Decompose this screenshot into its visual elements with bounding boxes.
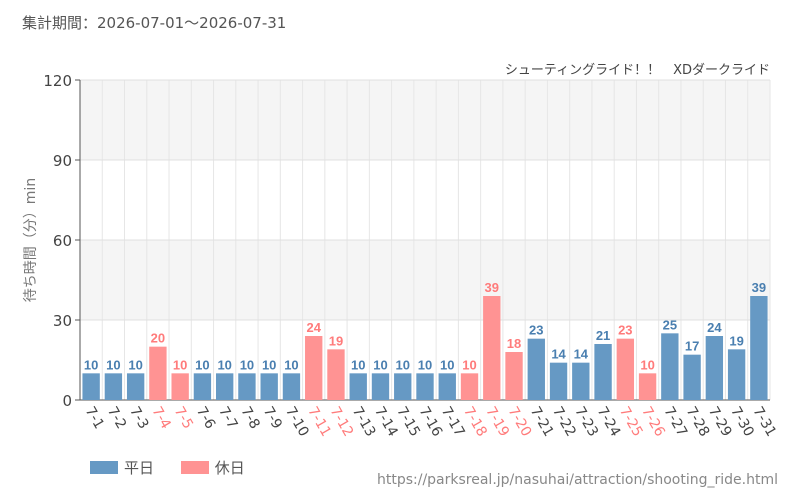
- bar-7-9[interactable]: [260, 373, 278, 400]
- legend-label-weekday: 平日: [124, 459, 155, 477]
- bar-7-15[interactable]: [394, 373, 412, 400]
- x-tick-label-7-1: 7-1: [82, 404, 107, 432]
- data-label-7-5: 10: [173, 357, 187, 372]
- x-tick-label-7-4: 7-4: [148, 404, 173, 432]
- y-tick-label: 120: [43, 72, 72, 90]
- period-label: 集計期間：2026-07-01～2026-07-31: [22, 14, 287, 32]
- data-label-7-3: 10: [128, 357, 142, 372]
- bar-7-1[interactable]: [82, 373, 100, 400]
- data-label-7-31: 39: [752, 280, 766, 295]
- bar-7-3[interactable]: [126, 373, 145, 400]
- source-url: https://parksreal.jp/nasuhai/attraction/…: [376, 472, 778, 488]
- data-label-7-24: 21: [596, 328, 610, 343]
- data-label-7-23: 14: [574, 347, 589, 362]
- data-label-7-30: 19: [729, 333, 743, 348]
- bar-7-14[interactable]: [371, 373, 390, 400]
- x-tick-label-7-5: 7-5: [171, 404, 196, 432]
- bar-7-23[interactable]: [572, 362, 590, 400]
- legend-swatch-holiday: [180, 461, 209, 474]
- bar-7-18[interactable]: [460, 373, 479, 400]
- x-tick-label-7-3: 7-3: [126, 404, 151, 432]
- x-tick-label-7-9: 7-9: [260, 404, 285, 432]
- data-label-7-17: 10: [440, 357, 454, 372]
- data-label-7-9: 10: [262, 357, 276, 372]
- bar-7-24[interactable]: [594, 344, 612, 400]
- x-tick-label-7-7: 7-7: [215, 404, 240, 432]
- data-label-7-16: 10: [418, 357, 432, 372]
- x-tick-label-7-6: 7-6: [193, 404, 218, 432]
- legend-label-holiday: 休日: [214, 459, 245, 477]
- bar-7-12[interactable]: [327, 349, 345, 400]
- data-label-7-26: 10: [640, 357, 654, 372]
- data-label-7-12: 19: [329, 333, 343, 348]
- y-tick-label: 60: [53, 232, 72, 250]
- bar-7-2[interactable]: [104, 373, 123, 400]
- bar-7-27[interactable]: [661, 333, 679, 400]
- plot-band-1: [80, 240, 770, 320]
- data-label-7-25: 23: [618, 323, 632, 338]
- data-label-7-22: 14: [551, 347, 566, 362]
- bar-7-6[interactable]: [193, 373, 212, 400]
- bar-7-26[interactable]: [638, 373, 657, 400]
- y-tick-label: 90: [53, 152, 72, 170]
- legend-item-holiday[interactable]: 休日: [180, 457, 245, 478]
- bar-7-4[interactable]: [149, 346, 167, 400]
- bar-7-13[interactable]: [349, 373, 367, 400]
- legend-item-weekday[interactable]: 平日: [90, 457, 154, 478]
- data-label-7-20: 18: [507, 336, 521, 351]
- x-tick-label-7-8: 7-8: [237, 404, 262, 432]
- data-label-7-14: 10: [373, 357, 387, 372]
- x-tick-label-7-2: 7-2: [104, 404, 129, 432]
- bar-7-10[interactable]: [282, 373, 301, 400]
- data-label-7-11: 24: [306, 320, 321, 335]
- data-label-7-6: 10: [195, 357, 209, 372]
- y-axis-label: 待ち時間（分）min: [23, 178, 39, 302]
- bar-7-29[interactable]: [705, 336, 724, 400]
- x-tick-label-7-31: 7-31: [749, 404, 779, 440]
- bar-7-17[interactable]: [438, 373, 456, 400]
- bar-7-31[interactable]: [750, 296, 768, 400]
- bar-7-5[interactable]: [171, 373, 189, 400]
- bar-7-30[interactable]: [727, 349, 746, 400]
- bar-7-16[interactable]: [416, 373, 434, 400]
- data-label-7-28: 17: [685, 339, 699, 354]
- data-label-7-29: 24: [707, 320, 722, 335]
- data-label-7-18: 10: [462, 357, 476, 372]
- data-label-7-7: 10: [217, 357, 231, 372]
- bar-7-19[interactable]: [483, 296, 501, 400]
- data-label-7-27: 25: [663, 317, 677, 332]
- legend-swatch-weekday: [90, 461, 118, 474]
- data-label-7-19: 39: [485, 280, 499, 295]
- plot-band-2: [80, 160, 770, 240]
- chart-title: シューティングライド！！ XDダークライド: [505, 63, 770, 78]
- data-label-7-13: 10: [351, 357, 365, 372]
- bar-7-21[interactable]: [527, 338, 545, 400]
- bar-7-20[interactable]: [505, 352, 523, 400]
- bar-7-11[interactable]: [305, 336, 323, 400]
- data-label-7-4: 20: [151, 331, 165, 346]
- legend: 平日 休日: [90, 457, 267, 478]
- data-label-7-15: 10: [396, 357, 410, 372]
- plot-band-3: [80, 80, 770, 160]
- data-label-7-8: 10: [240, 357, 254, 372]
- data-label-7-21: 23: [529, 323, 543, 338]
- y-tick-label: 0: [62, 392, 72, 410]
- data-label-7-2: 10: [106, 357, 120, 372]
- data-label-7-10: 10: [284, 357, 298, 372]
- data-label-7-1: 10: [84, 357, 98, 372]
- y-tick-label: 30: [53, 312, 72, 330]
- bar-7-25[interactable]: [616, 338, 635, 400]
- bar-7-7[interactable]: [215, 373, 234, 400]
- bar-7-22[interactable]: [549, 362, 568, 400]
- bar-7-28[interactable]: [683, 354, 701, 400]
- bar-7-8[interactable]: [238, 373, 256, 400]
